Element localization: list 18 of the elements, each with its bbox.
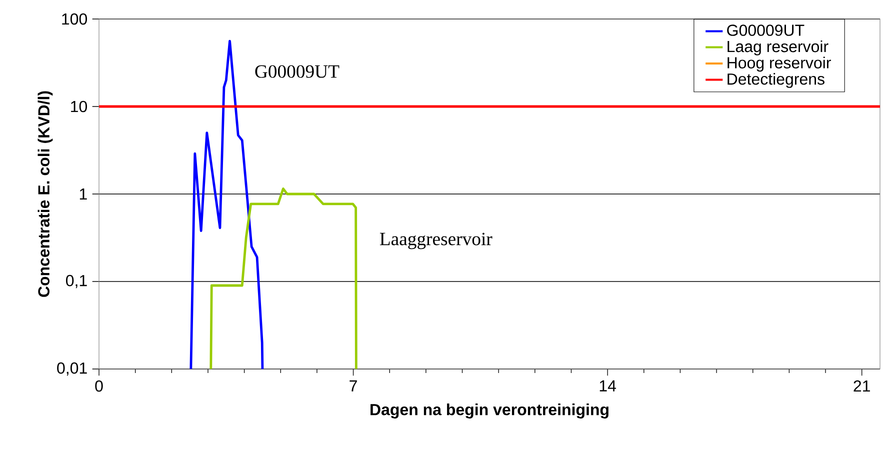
x-axis-title: Dagen na begin verontreiniging — [370, 404, 608, 419]
y-axis-title: Concentratie E. coli (KVD/l) — [38, 91, 53, 297]
y-tick-label: 0,1 — [66, 274, 87, 288]
y-tick-label: 0,01 — [57, 362, 87, 376]
annotation: Laaggreservoir — [380, 232, 492, 250]
y-tick-label: 100 — [62, 13, 87, 25]
legend-label: Hoog reservoir — [728, 56, 831, 72]
annotation: G00009UT — [255, 65, 340, 78]
y-tick-label: 10 — [71, 100, 88, 112]
y-tick-label: 1 — [80, 188, 87, 200]
x-tick-label: 0 — [95, 380, 103, 392]
legend-label: Laag reservoir — [728, 40, 828, 56]
x-tick-label: 14 — [600, 380, 616, 392]
x-tick-label: 7 — [350, 380, 357, 392]
line-series — [210, 187, 358, 370]
legend-label: Detectiegrens — [728, 72, 824, 88]
legend-label: G00009UT — [727, 24, 804, 36]
x-tick-label: 21 — [854, 380, 870, 392]
